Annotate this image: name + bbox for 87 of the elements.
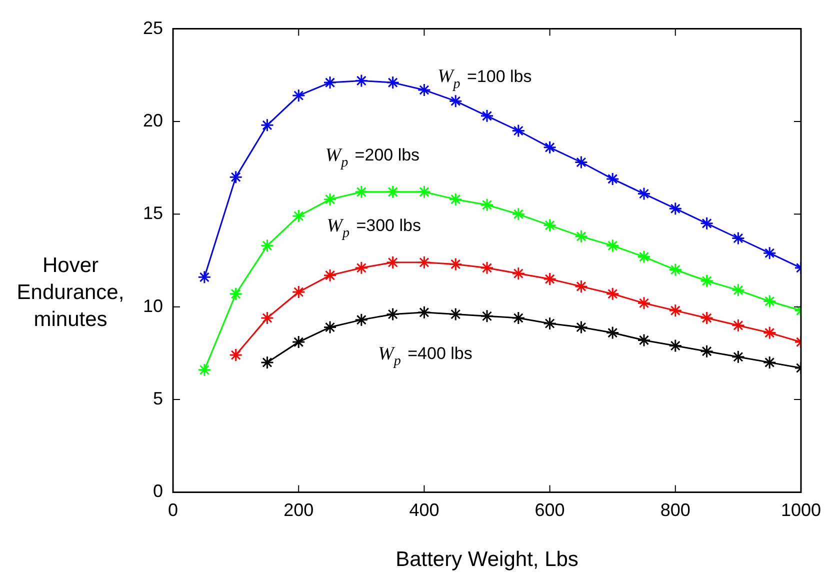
point — [417, 185, 431, 199]
point — [637, 187, 651, 201]
y-axis-title: Hover Endurance, minutes — [16, 253, 126, 333]
point — [512, 124, 526, 138]
point — [448, 94, 462, 108]
point — [292, 88, 306, 102]
point — [700, 216, 714, 230]
y-tick-label: 0 — [153, 481, 164, 502]
point — [229, 287, 243, 301]
point — [448, 308, 462, 322]
point — [386, 185, 400, 199]
point — [668, 304, 682, 318]
point — [762, 356, 776, 370]
point — [574, 320, 588, 334]
point — [543, 218, 557, 232]
point — [229, 348, 243, 362]
point — [606, 172, 620, 186]
x-tick-label: 400 — [409, 500, 440, 520]
point — [323, 268, 337, 282]
point — [637, 296, 651, 310]
x-tick-label: 0 — [168, 500, 178, 520]
point — [448, 192, 462, 206]
point — [731, 350, 745, 364]
point — [292, 285, 306, 299]
point — [386, 308, 400, 322]
point — [762, 326, 776, 340]
point — [543, 316, 557, 330]
point — [417, 256, 431, 270]
point — [637, 250, 651, 264]
point — [668, 202, 682, 216]
point — [260, 356, 274, 370]
point — [386, 256, 400, 270]
point — [700, 311, 714, 325]
point — [292, 335, 306, 349]
point — [354, 185, 368, 199]
x-tick-label: 800 — [660, 500, 690, 520]
point — [323, 76, 337, 90]
y-tick-label: 10 — [142, 296, 164, 316]
point — [480, 109, 494, 123]
point — [512, 311, 526, 325]
point — [260, 238, 274, 252]
point — [731, 318, 745, 332]
x-tick-label: 1000 — [780, 500, 821, 520]
point — [323, 320, 337, 334]
point — [574, 230, 588, 244]
point — [512, 207, 526, 221]
point — [543, 140, 557, 154]
point — [668, 263, 682, 277]
point — [354, 261, 368, 275]
point — [606, 287, 620, 301]
point — [606, 238, 620, 252]
point — [354, 313, 368, 327]
point — [700, 274, 714, 288]
y-tick-label: 20 — [142, 110, 164, 130]
x-tick-label: 200 — [284, 500, 314, 520]
point — [198, 363, 212, 377]
point — [480, 198, 494, 212]
point — [386, 76, 400, 90]
point — [260, 311, 274, 325]
y-tick-label: 15 — [142, 203, 164, 224]
point — [637, 333, 651, 347]
point — [260, 118, 274, 132]
point — [323, 192, 337, 206]
point — [762, 246, 776, 260]
point — [606, 326, 620, 340]
point — [480, 309, 494, 323]
point — [700, 344, 714, 358]
point — [480, 261, 494, 275]
point — [668, 339, 682, 353]
point — [354, 74, 368, 88]
point — [292, 209, 306, 223]
point — [448, 257, 462, 271]
point — [762, 294, 776, 308]
point — [512, 266, 526, 280]
x-axis-title: Battery Weight, Lbs — [396, 548, 578, 572]
point — [417, 306, 431, 320]
point — [417, 83, 431, 97]
point — [574, 156, 588, 170]
point — [543, 272, 557, 286]
point — [731, 283, 745, 297]
y-tick-label: 5 — [153, 388, 164, 408]
point — [731, 232, 745, 246]
x-tick-label: 600 — [534, 500, 565, 520]
y-tick-label: 25 — [142, 18, 164, 38]
point — [198, 270, 212, 284]
point — [229, 170, 243, 184]
point — [574, 280, 588, 294]
